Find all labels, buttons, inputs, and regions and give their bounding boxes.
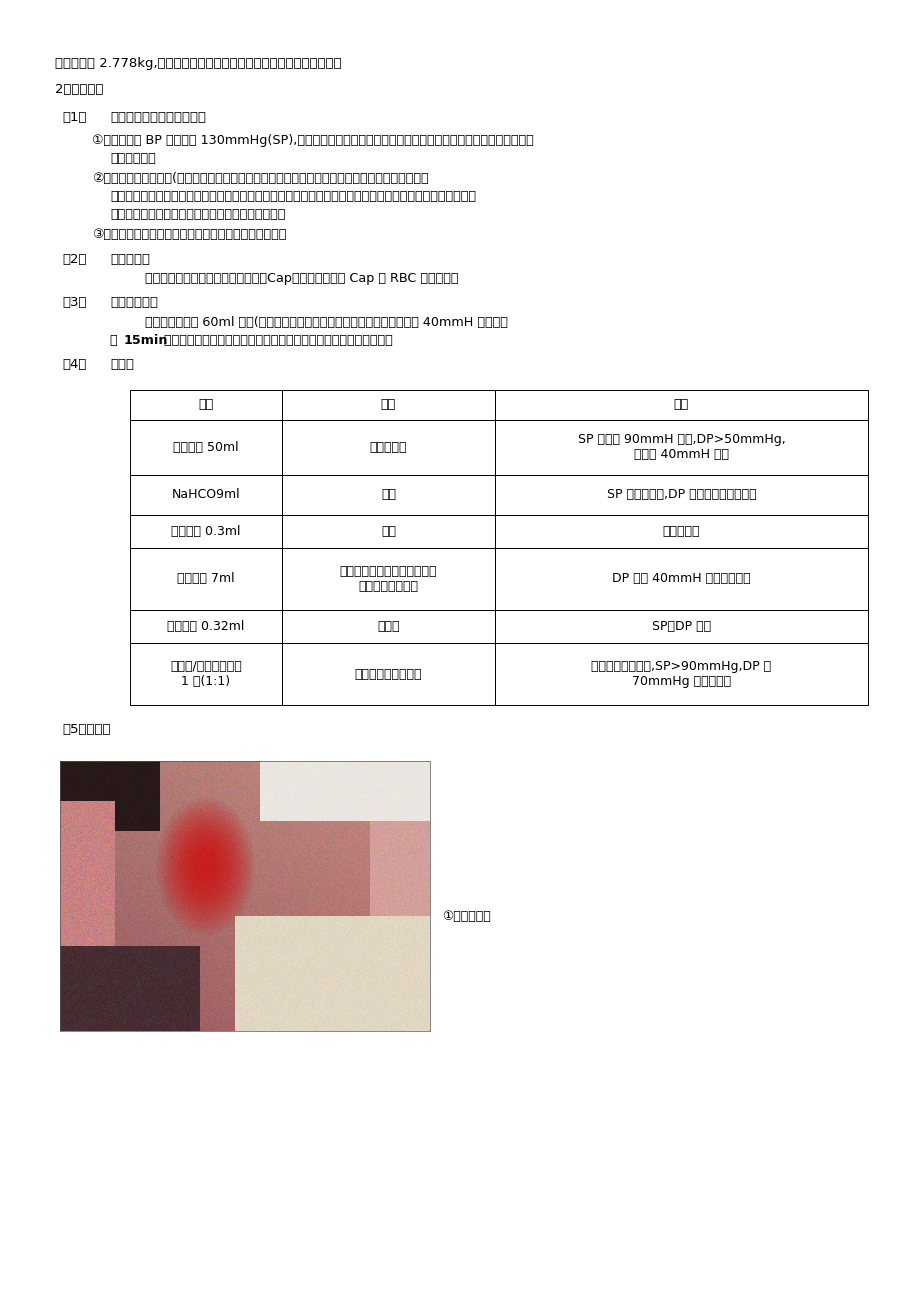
Text: 2．实验步骤: 2．实验步骤 (55, 83, 104, 96)
Text: ①动脉插管后 BP 一度高至 130mmHg(SP),插管时发现有血栓存在，使抽血困难，脉压下降，后结扎该处在血栓下: ①动脉插管后 BP 一度高至 130mmHg(SP),插管时发现有血栓存在，使抽… (92, 134, 533, 147)
Text: 药物: 药物 (199, 399, 213, 412)
Text: ③心电图插针后始终有基电波干扰，图像无法正常解读。: ③心电图插针后始终有基电波干扰，图像无法正常解读。 (92, 228, 286, 241)
Text: 微循环情况良好，红细胞清晰可见，Cap、靠近小动脉的 Cap 中 RBC 均多而快。: 微循环情况良好，红细胞清晰可见，Cap、靠近小动脉的 Cap 中 RBC 均多而… (145, 272, 458, 285)
Text: 方重新插管。: 方重新插管。 (110, 152, 155, 165)
Text: 改善微循环，消除血管内红细
胞聚集和血栓形成: 改善微循环，消除血管内红细 胞聚集和血栓形成 (339, 566, 437, 593)
Bar (494, 515, 867, 549)
Bar (494, 549, 867, 610)
Text: 补充血容量，升血压: 补充血容量，升血压 (355, 667, 422, 680)
Text: SP 上升至 90mmH 充右,DP>50mmHg,
脉压差 40mmH 亚右: SP 上升至 90mmH 充右,DP>50mmHg, 脉压差 40mmH 亚右 (577, 434, 785, 461)
Text: 目的: 目的 (380, 399, 396, 412)
Bar (130, 476, 282, 515)
Text: 建造休克模型: 建造休克模型 (110, 296, 158, 309)
Text: （3）: （3） (62, 296, 86, 309)
Bar (130, 642, 282, 705)
Bar (130, 610, 282, 642)
Text: 纠酸: 纠酸 (380, 489, 395, 502)
Text: 右旋糖酐 7ml: 右旋糖酐 7ml (177, 572, 234, 585)
Text: 无明显变化: 无明显变化 (662, 525, 699, 538)
Text: 验过程中，插管中有较多痰液，导致呼吸波不正常。: 验过程中，插管中有较多痰液，导致呼吸波不正常。 (110, 208, 285, 222)
Text: ②剪开气管时出血较多(可能剪到环状软骨附近，血供丰富），气管插管时发现气管中有较大血块，: ②剪开气管时出血较多(可能剪到环状软骨附近，血供丰富），气管插管时发现气管中有较… (92, 172, 428, 185)
Text: 可能为手术中有血液进入气管导致，但也有可能是实验动物自身问题。同时当插管深入时，家兔剧烈挣扎。实: 可能为手术中有血液进入气管导致，但也有可能是实验动物自身问题。同时当插管深入时，… (110, 190, 475, 203)
Bar (494, 642, 867, 705)
Text: DP 降至 40mmH 也右，故停止: DP 降至 40mmH 也右，故停止 (611, 572, 750, 585)
Text: 救治：: 救治： (110, 358, 134, 371)
Bar (282, 420, 494, 476)
Bar (494, 610, 867, 642)
Bar (282, 515, 494, 549)
Text: 自体血/生理盐水混合
1 次(1:1): 自体血/生理盐水混合 1 次(1:1) (170, 661, 242, 688)
Text: （1）: （1） (62, 111, 86, 124)
Text: ①明显肺水肿: ①明显肺水肿 (441, 909, 490, 923)
Text: （5）尸检：: （5）尸检： (62, 723, 110, 736)
Text: SP、DP 下降: SP、DP 下降 (652, 620, 710, 633)
Text: 微循环观察: 微循环观察 (110, 253, 150, 266)
Bar (494, 476, 867, 515)
Bar (494, 390, 867, 420)
Bar (282, 390, 494, 420)
Bar (282, 476, 494, 515)
Text: SP 进一步回升,DP 脉压差未见明显变化: SP 进一步回升,DP 脉压差未见明显变化 (606, 489, 755, 502)
Bar (130, 549, 282, 610)
Bar (282, 610, 494, 642)
Text: 补充血容量: 补充血容量 (369, 440, 407, 453)
Bar (282, 642, 494, 705)
Bar (282, 549, 494, 610)
Text: 从颈动脉处抽血 60ml 左右(因血栓存在，开始时抽血少而慢），血压下降至 40mmH 的右，经: 从颈动脉处抽血 60ml 左右(因血栓存在，开始时抽血少而慢），血压下降至 40… (145, 317, 507, 328)
Text: （2）: （2） (62, 253, 86, 266)
Text: 雄兔，体重 2.778kg,毛色、唇色正常，泄殖孔处微黄，呼吸音未见异常。: 雄兔，体重 2.778kg,毛色、唇色正常，泄殖孔处微黄，呼吸音未见异常。 (55, 57, 341, 70)
Text: 代偿，血压回升不明显，认为模型建造成功，血气分析后开始救治。: 代偿，血压回升不明显，认为模型建造成功，血气分析后开始救治。 (160, 334, 392, 347)
Text: 扩血管: 扩血管 (377, 620, 400, 633)
Text: 酚妥拉明 0.32ml: 酚妥拉明 0.32ml (167, 620, 244, 633)
Text: 现象: 现象 (673, 399, 688, 412)
Text: （4）: （4） (62, 358, 86, 371)
Text: 见微循环明显改善,SP>90mmHg,DP 约
70mmHg 脉压差卜降: 见微循环明显改善,SP>90mmHg,DP 约 70mmHg 脉压差卜降 (591, 661, 771, 688)
Text: 颈动脉、气管插管；心电图: 颈动脉、气管插管；心电图 (110, 111, 206, 124)
Text: 过: 过 (110, 334, 121, 347)
Text: 生理盐水 50ml: 生理盐水 50ml (173, 440, 239, 453)
Bar (494, 420, 867, 476)
Text: 15min: 15min (124, 334, 168, 347)
Bar (130, 420, 282, 476)
Text: NaHCO9ml: NaHCO9ml (172, 489, 240, 502)
Text: 地塞米松 0.3ml: 地塞米松 0.3ml (171, 525, 241, 538)
Bar (130, 515, 282, 549)
Bar (130, 390, 282, 420)
Text: 抗炎: 抗炎 (380, 525, 395, 538)
